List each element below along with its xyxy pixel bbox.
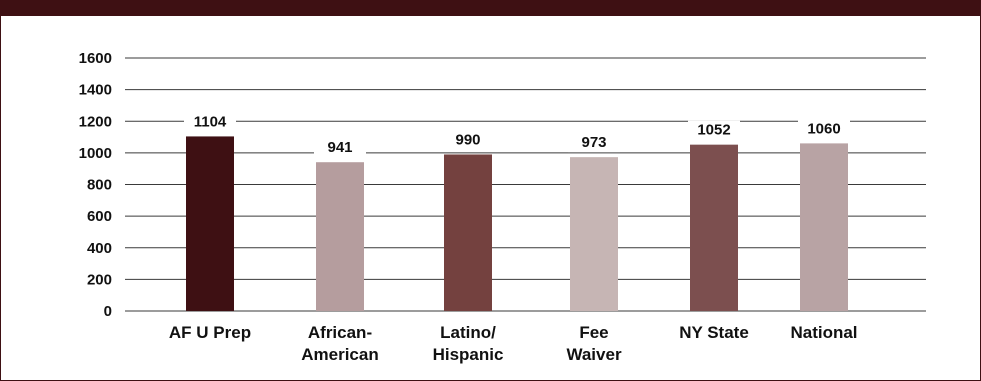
bar [570,157,618,311]
value-labels: 1104 941 990 973 1052 1060 [184,112,850,158]
y-tick-label: 1600 [79,50,112,67]
y-tick-label: 1000 [79,145,112,162]
value-label-bg [314,138,366,158]
x-tick-label: American [301,345,378,364]
bar [316,162,364,311]
value-label: 1052 [697,122,730,139]
bar [800,143,848,311]
value-label-bg [442,130,494,150]
y-tick-label: 1200 [79,113,112,130]
bar [444,154,492,311]
header-bar [0,0,981,16]
x-tick-label: Fee [579,323,608,342]
x-tick-label: NY State [679,323,749,342]
x-tick-label: African- [308,323,372,342]
x-tick-label: Waiver [566,345,622,364]
value-label-bg [568,133,620,153]
value-label: 973 [581,134,606,151]
x-axis: AF U Prep African- American Latino/Hispanic… [169,323,858,364]
y-axis: 0 200 400 600 800 1000 1200 1400 1600 [79,50,112,320]
x-tick-label: Hispanic [433,345,504,364]
y-tick-label: 1400 [79,82,112,99]
bar [690,144,738,311]
value-label: 1104 [194,113,227,130]
y-tick-label: 200 [87,271,112,288]
x-tick-label: National [790,323,857,342]
value-label: 990 [455,131,480,148]
x-tick-label: Latino/ [440,323,496,342]
y-tick-label: 400 [87,240,112,257]
x-tick-label: AF U Prep [169,323,251,342]
y-tick-label: 600 [87,208,112,225]
value-label-bg [688,120,740,140]
y-tick-label: 800 [87,177,112,194]
value-label-bg [798,119,850,139]
grid-lines [125,57,926,312]
value-label: 1060 [807,120,840,137]
value-label: 941 [327,139,352,156]
bar [186,136,234,311]
value-label-bg [184,112,236,132]
bars [186,136,848,311]
y-tick-label: 0 [104,303,112,320]
